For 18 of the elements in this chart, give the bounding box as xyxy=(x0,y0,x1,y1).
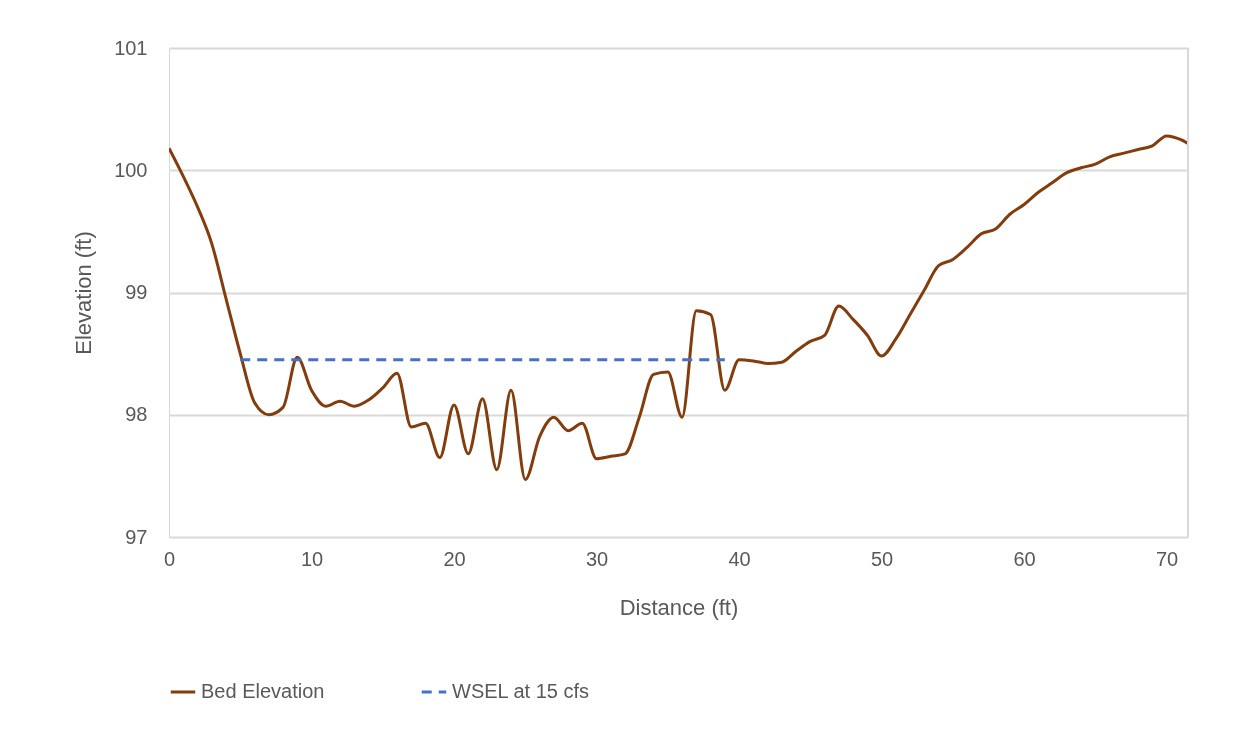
x-tick-label: 20 xyxy=(443,547,466,570)
y-tick-label: 97 xyxy=(125,525,148,548)
legend-label: Bed Elevation xyxy=(201,680,325,702)
x-tick-label: 10 xyxy=(300,547,324,570)
y-tick-label: 98 xyxy=(125,403,148,426)
x-tick-label: 70 xyxy=(1156,547,1179,570)
y-tick-label: 101 xyxy=(114,36,148,59)
y-tick-label: 99 xyxy=(125,281,148,303)
y-tick-label: 100 xyxy=(114,158,148,181)
x-tick-label: 0 xyxy=(163,547,176,570)
legend-label: WSEL at 15 cfs xyxy=(452,680,590,702)
x-tick-label: 60 xyxy=(1013,547,1036,570)
x-tick-label: 30 xyxy=(585,547,609,570)
x-axis-title: Distance (ft) xyxy=(619,594,739,620)
line-series xyxy=(169,134,1188,482)
y-axis-title: Elevation (ft) xyxy=(71,231,97,355)
x-tick-label: 40 xyxy=(728,547,751,570)
x-tick-label: 50 xyxy=(870,547,894,570)
